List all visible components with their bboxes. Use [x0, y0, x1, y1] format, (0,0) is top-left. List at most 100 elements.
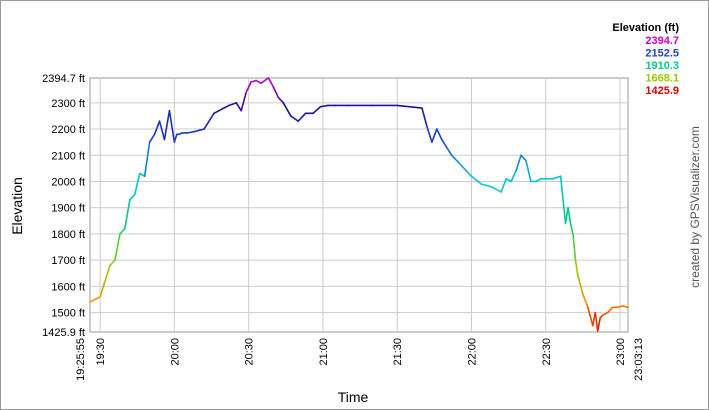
y-tick-label: 2000 ft: [51, 176, 85, 188]
elevation-segment: [574, 259, 579, 277]
elevation-segment: [572, 233, 577, 261]
elevation-segment: [431, 128, 438, 143]
x-tick-label: 19:25:55: [75, 338, 87, 381]
y-tick-label: 1800 ft: [51, 229, 85, 241]
elevation-segment: [148, 133, 156, 143]
elevation-segment: [260, 77, 270, 84]
y-tick-label: 1500 ft: [51, 308, 85, 320]
plot-area-border: [89, 77, 629, 333]
y-tick-label: 2394.7 ft: [42, 73, 85, 85]
elevation-segment: [436, 128, 443, 141]
x-tick-labels: 19:30 20:00 20:30 21:00 21:30 22:00 22:30 23:00…: [75, 338, 645, 381]
y-tick-labels: 1425.9 ft 1500 ft 1600 ft 1700 ft 1800 ft 190…: [42, 73, 85, 339]
elevation-segment: [510, 170, 517, 183]
elevation-segment: [312, 105, 322, 115]
elevation-segment: [465, 170, 473, 178]
elevation-segment: [138, 172, 146, 178]
elevation-segment: [564, 206, 569, 225]
elevation-segment: [525, 159, 532, 183]
y-tick-label: 1600 ft: [51, 281, 85, 293]
x-tick-label: 22:00: [466, 338, 478, 366]
legend-entry: 1910.3: [645, 60, 679, 72]
elevation-segment: [104, 264, 111, 282]
elevation-segment: [99, 280, 106, 298]
elevation-segment: [480, 183, 493, 188]
elevation-segment: [168, 109, 176, 143]
elevation-segment: [552, 175, 562, 180]
y-tick-label: 1900 ft: [51, 203, 85, 215]
x-tick-label: 21:00: [318, 338, 330, 366]
elevation-segment: [450, 154, 458, 162]
elevation-segment: [129, 193, 136, 201]
elevation-segment: [577, 275, 584, 296]
legend-title: Elevation (ft): [612, 22, 679, 34]
elevation-segment: [153, 120, 161, 136]
elevation-segment: [250, 79, 257, 83]
elevation-line: [89, 77, 629, 332]
elevation-segment: [601, 311, 609, 316]
x-tick-label: 22:30: [541, 338, 553, 366]
elevation-segment: [440, 138, 448, 149]
elevation-segment: [515, 154, 522, 172]
x-tick-label: 23:00: [615, 338, 627, 366]
elevation-segment: [500, 178, 507, 193]
elevation-segment: [228, 102, 238, 107]
elevation-segment: [282, 102, 292, 117]
elevation-segment: [455, 159, 463, 167]
y-tick-label: 2300 ft: [51, 98, 85, 110]
elevation-segment: [569, 222, 574, 235]
elevation-segment: [109, 259, 116, 267]
elevation-segment: [587, 306, 594, 327]
x-tick-label: 23:03:13: [633, 338, 645, 381]
elevation-segment: [163, 109, 171, 141]
y-axis-label: Elevation: [9, 177, 25, 235]
y-tick-label: 1700 ft: [51, 255, 85, 267]
elevation-segment: [567, 206, 572, 225]
elevation-segment: [235, 102, 243, 112]
x-tick-label: 20:00: [169, 338, 181, 366]
elevation-segment: [606, 306, 614, 314]
elevation-segment: [203, 112, 215, 130]
elevation-segment: [173, 133, 178, 143]
elevation-segment: [396, 104, 423, 109]
elevation-segment: [158, 120, 166, 141]
elevation-segment: [185, 130, 195, 134]
elevation-segment: [240, 91, 247, 112]
elevation-segment: [119, 227, 126, 235]
elevation-segment: [445, 146, 453, 157]
elevation-segment: [255, 79, 262, 84]
elevation-segment: [594, 311, 599, 332]
elevation-segment: [94, 296, 101, 301]
elevation-segment: [267, 77, 275, 88]
elevation-segment: [272, 86, 280, 99]
elevation-segment: [319, 104, 329, 108]
elevation-segment: [89, 298, 96, 303]
elevation-segment: [559, 175, 567, 225]
elevation-segment: [470, 175, 483, 185]
y-tick-label: 1425.9 ft: [42, 327, 85, 339]
credit-text: created by GPSVisualizer.com: [688, 126, 702, 288]
legend-entry: 2152.5: [645, 48, 679, 60]
elevation-segment: [582, 293, 589, 309]
legend-entry: 2394.7: [645, 35, 679, 47]
elevation-segment: [245, 81, 252, 94]
y-tick-label: 2200 ft: [51, 124, 85, 136]
elevation-segment: [535, 178, 542, 183]
elevation-segment: [426, 125, 433, 143]
elevation-segment: [133, 172, 141, 196]
x-tick-label: 20:30: [244, 338, 256, 366]
elevation-segment: [520, 154, 527, 162]
elevation-segment: [460, 164, 468, 172]
elevation-segment: [223, 104, 230, 109]
elevation-segment: [421, 107, 428, 128]
elevation-segment: [289, 115, 299, 122]
x-tick-label: 19:30: [95, 338, 107, 366]
elevation-segment: [124, 199, 131, 230]
elevation-segment: [616, 305, 624, 309]
elevation-segment: [490, 185, 502, 193]
elevation-segment: [505, 178, 512, 183]
elevation-segment: [114, 233, 121, 261]
